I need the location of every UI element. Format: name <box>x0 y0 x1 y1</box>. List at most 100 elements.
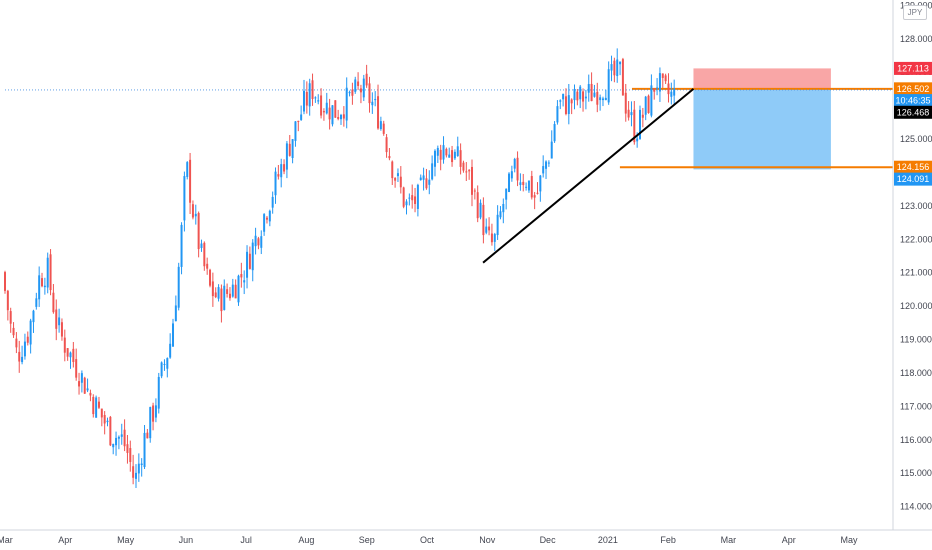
candle-body <box>251 242 254 271</box>
price-label-bg <box>894 94 932 108</box>
candlestick-series <box>4 48 676 488</box>
candle-body <box>320 95 323 116</box>
candle-body <box>314 97 317 99</box>
candle-body <box>641 114 644 118</box>
candle-body <box>260 236 263 248</box>
x-tick-label: May <box>117 535 135 545</box>
candle-body <box>556 106 559 123</box>
risk-zone <box>693 68 831 89</box>
candle-body <box>174 305 177 322</box>
candle-body <box>573 88 576 101</box>
candle-body <box>399 176 402 188</box>
candle-body <box>516 157 519 181</box>
x-tick-label: 2021 <box>598 535 618 545</box>
candle-body <box>584 96 587 99</box>
candle-body <box>26 336 29 343</box>
candle-body <box>411 195 414 201</box>
candle-body <box>103 415 106 424</box>
candle-body <box>462 162 465 171</box>
candle-body <box>140 463 143 466</box>
candle-body <box>416 184 419 209</box>
candle-body <box>237 275 240 303</box>
x-tick-label: Mar <box>721 535 737 545</box>
candle-body <box>496 214 499 236</box>
candle-body <box>476 192 479 219</box>
candle-body <box>522 181 525 186</box>
candle-body <box>499 211 502 218</box>
candle-body <box>83 377 86 394</box>
candle-body <box>277 174 280 177</box>
candle-body <box>46 257 49 288</box>
candle-body <box>228 293 231 299</box>
candle-body <box>268 210 271 222</box>
candle-body <box>422 175 425 180</box>
candle-body <box>191 204 194 218</box>
candle-body <box>240 274 243 278</box>
x-tick-label: Mar <box>0 535 13 545</box>
candle-body <box>55 309 58 329</box>
candle-body <box>576 91 579 101</box>
candle-body <box>479 202 482 218</box>
currency-badge[interactable]: JPY <box>903 5 927 20</box>
candle-body <box>152 405 155 422</box>
candle-body <box>351 89 354 96</box>
candle-body <box>220 288 223 312</box>
candle-body <box>345 87 348 121</box>
candle-body <box>166 358 169 369</box>
candle-body <box>616 59 619 77</box>
candle-body <box>664 75 667 82</box>
candle-body <box>186 162 189 177</box>
candle-body <box>231 284 234 297</box>
candle-body <box>505 188 508 200</box>
x-tick-label: Apr <box>58 535 72 545</box>
candle-body <box>112 443 115 448</box>
candle-body <box>325 102 328 114</box>
candle-body <box>294 121 297 141</box>
candle-body <box>311 80 314 99</box>
price-label-text: 124.091 <box>897 174 930 184</box>
candle-body <box>154 405 157 418</box>
candle-body <box>619 61 622 65</box>
candle-body <box>610 64 613 71</box>
candle-body <box>357 81 360 86</box>
x-tick-label: Jul <box>240 535 252 545</box>
candle-body <box>579 86 582 100</box>
candle-body <box>337 117 340 119</box>
candle-body <box>590 83 593 102</box>
price-label-bg <box>894 160 932 174</box>
price-label-bg <box>894 61 932 75</box>
candle-body <box>482 204 485 236</box>
candle-body <box>405 201 408 206</box>
candle-body <box>650 85 653 116</box>
candle-body <box>160 362 163 377</box>
x-tick-label: Nov <box>479 535 496 545</box>
price-label: 126.468 <box>894 105 932 119</box>
candle-body <box>334 100 337 118</box>
candle-body <box>280 164 283 178</box>
price-label-text: 126.502 <box>897 84 930 94</box>
candle-body <box>243 280 246 283</box>
candle-body <box>656 87 659 89</box>
candle-body <box>200 243 203 248</box>
candle-body <box>328 107 331 120</box>
candle-body <box>197 213 200 250</box>
candle-body <box>459 150 462 167</box>
candle-body <box>129 448 132 462</box>
candle-body <box>183 176 186 221</box>
y-tick-label: 119.000 <box>900 335 932 345</box>
trendline-layer <box>482 88 695 264</box>
candle-body <box>6 290 9 311</box>
candle-body <box>451 150 454 163</box>
candle-body <box>667 83 670 95</box>
candle-body <box>559 100 562 102</box>
price-label: 124.091 <box>894 172 932 186</box>
candle-body <box>75 359 78 378</box>
candle-body <box>402 187 405 207</box>
candle-body <box>52 292 55 313</box>
price-label: 124.156 <box>894 160 932 174</box>
candle-body <box>29 320 32 345</box>
candle-body <box>302 90 305 112</box>
candle-body <box>425 178 428 189</box>
candle-body <box>72 348 75 363</box>
